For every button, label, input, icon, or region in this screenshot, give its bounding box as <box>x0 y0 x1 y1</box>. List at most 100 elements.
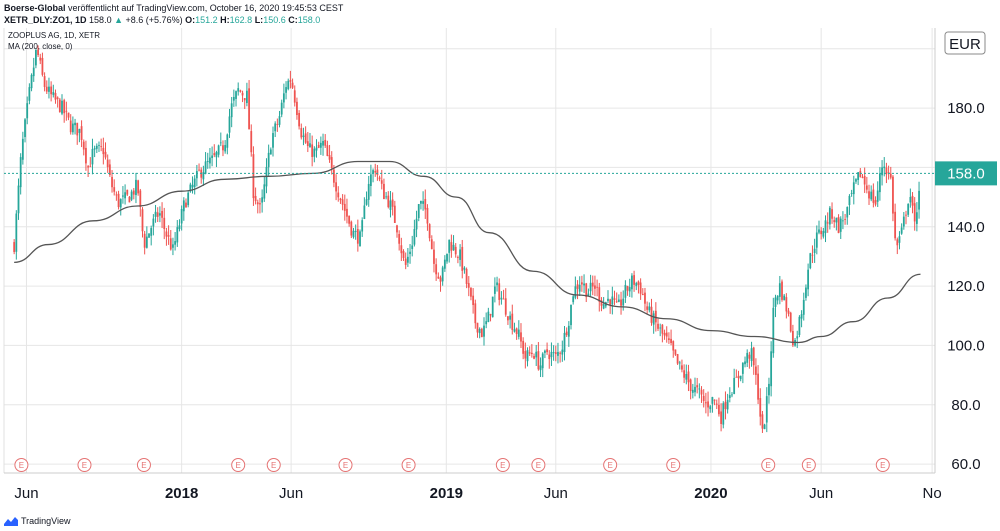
candle-body <box>633 275 635 285</box>
earnings-label: E <box>82 461 87 470</box>
candle-body <box>663 332 666 336</box>
price-chart[interactable]: ZOOPLUS AG, 1D, XETR MA (200, close, 0) … <box>0 28 1000 512</box>
publisher-name[interactable]: Boerse-Global <box>4 3 66 13</box>
candle-body <box>652 313 655 325</box>
candle-body <box>487 311 490 322</box>
candle-body <box>356 229 359 244</box>
earnings-label: E <box>406 461 411 470</box>
footer-brand[interactable]: TradingView <box>21 516 71 526</box>
candle-body <box>56 97 59 99</box>
candle-body <box>878 173 881 193</box>
candle-body <box>402 251 405 259</box>
x-tick-label: Jun <box>279 485 303 502</box>
candle-body <box>219 142 222 144</box>
candle-body <box>480 328 483 338</box>
earnings-marker[interactable] <box>531 458 546 472</box>
candle-body <box>572 296 575 303</box>
candle-body <box>206 161 209 162</box>
earnings-marker[interactable] <box>603 458 618 472</box>
candle-body <box>439 277 442 282</box>
candle-body <box>267 152 270 168</box>
candle-body <box>176 227 179 243</box>
candle-body <box>694 386 696 393</box>
earnings-marker[interactable] <box>14 458 29 472</box>
candle-body <box>104 151 107 158</box>
candle-body <box>341 199 344 205</box>
earnings-marker[interactable] <box>495 458 510 472</box>
candle-body <box>448 239 451 253</box>
candle-body <box>45 86 48 92</box>
candle-body <box>491 296 494 318</box>
candle-body <box>883 166 886 169</box>
candle-body <box>463 267 466 270</box>
currency-button[interactable]: EUR <box>944 31 986 55</box>
time-axis[interactable]: Jun 2018 Jun 2019 Jun 2020 Jun No <box>14 485 941 502</box>
candle-body <box>661 324 664 334</box>
candle-body <box>578 284 581 292</box>
earnings-marker[interactable] <box>401 458 416 472</box>
earnings-marker[interactable] <box>801 458 816 472</box>
candle-body <box>563 332 566 353</box>
earnings-marker[interactable] <box>875 458 890 472</box>
candle-body <box>306 141 309 147</box>
candle-body <box>378 177 381 180</box>
candle-body <box>770 351 773 387</box>
earnings-marker[interactable] <box>77 458 92 472</box>
candle-body <box>319 142 322 148</box>
candle-body <box>317 144 320 148</box>
candle-body <box>735 376 738 378</box>
candle-body <box>150 228 153 236</box>
earnings-marker[interactable] <box>231 458 246 472</box>
candle-body <box>15 213 18 252</box>
candle-body <box>750 348 753 361</box>
candle-body <box>82 141 85 150</box>
candle-body <box>483 325 485 337</box>
low-label: L: <box>254 15 264 25</box>
candle-body <box>515 328 518 335</box>
candle-body <box>169 238 172 250</box>
earnings-marker[interactable] <box>266 458 281 472</box>
earnings-label: E <box>766 461 771 470</box>
current-price-label: 158.0 <box>947 165 985 182</box>
candle-body <box>857 172 860 180</box>
candle-body <box>513 329 516 332</box>
candle-body <box>617 299 620 302</box>
candle-body <box>902 216 905 227</box>
candle-body <box>696 385 699 388</box>
candle-body <box>833 220 836 223</box>
earnings-label: E <box>880 461 885 470</box>
candle-body <box>58 99 61 112</box>
candle-body <box>746 352 749 363</box>
earnings-marker[interactable] <box>338 458 353 472</box>
candle-body <box>861 177 864 178</box>
candle-body <box>71 123 74 133</box>
candle-body <box>628 287 631 292</box>
candle-body <box>526 350 529 362</box>
candle-body <box>707 401 709 408</box>
earnings-marker[interactable] <box>136 458 151 472</box>
earnings-marker[interactable] <box>761 458 776 472</box>
candle-body <box>552 352 555 354</box>
x-tick-label: Jun <box>544 485 568 502</box>
candle-body <box>607 298 609 301</box>
candle-body <box>585 283 588 298</box>
candle-body <box>591 282 594 287</box>
candle-body <box>400 245 403 254</box>
tradingview-logo-icon[interactable] <box>4 516 18 526</box>
low-value: 150.6 <box>263 15 286 25</box>
earnings-marker[interactable] <box>666 458 681 472</box>
candle-body <box>396 225 398 233</box>
candle-body <box>343 203 346 211</box>
candle-body <box>315 147 318 151</box>
candle-body <box>359 231 361 247</box>
candle-body <box>215 152 218 158</box>
candle-body <box>361 220 364 232</box>
candle-body <box>755 366 757 375</box>
candle-body <box>326 145 329 157</box>
candle-body <box>855 179 857 182</box>
candle-body <box>644 292 646 304</box>
candle-body <box>350 221 353 236</box>
candle-body <box>287 80 290 90</box>
candle-body <box>574 286 577 298</box>
